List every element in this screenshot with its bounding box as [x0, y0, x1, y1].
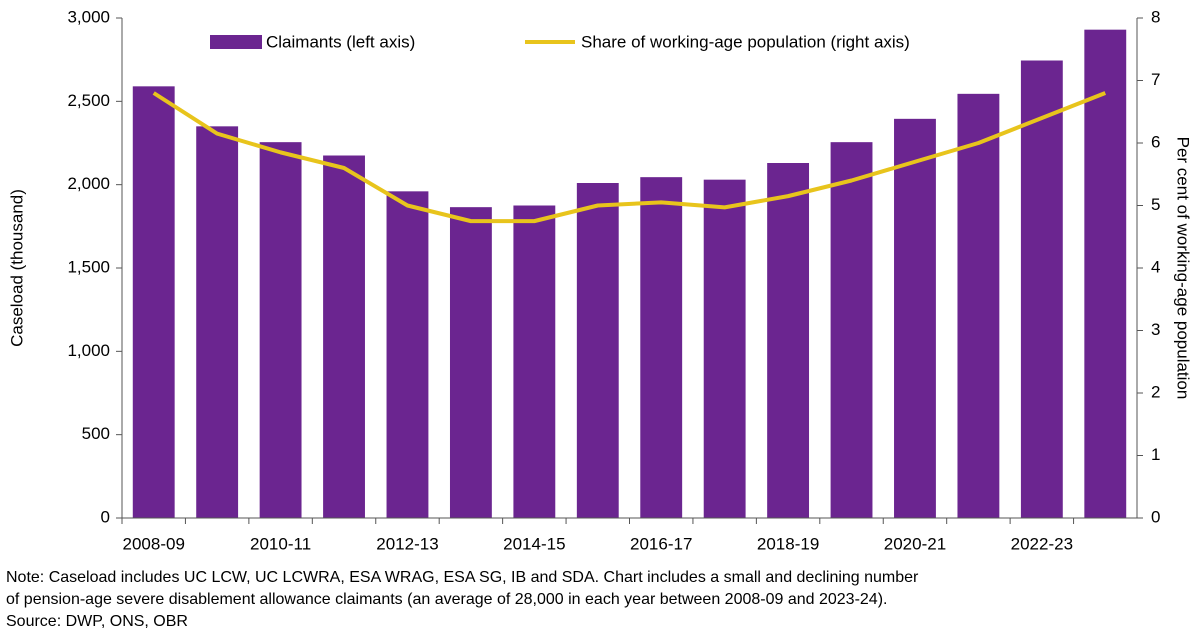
y2-tick-label: 5 — [1151, 195, 1160, 214]
legend-label: Share of working-age population (right a… — [581, 32, 910, 51]
y2-tick-label: 3 — [1151, 320, 1160, 339]
bar — [957, 93, 1000, 518]
y2-tick-label: 6 — [1151, 132, 1160, 151]
y2-tick-label: 8 — [1151, 7, 1160, 26]
bar — [323, 155, 365, 518]
note: Source: DWP, ONS, OBR — [6, 613, 188, 630]
x-tick-label: 2008-09 — [123, 534, 185, 553]
y-tick-label: 2,000 — [67, 174, 110, 193]
bar — [1084, 29, 1127, 519]
bar — [640, 177, 683, 518]
y-axis-label: Caseload (thousand) — [7, 189, 26, 347]
note: of pension-age severe disablement allowa… — [6, 591, 887, 608]
y-tick-label: 0 — [101, 507, 110, 526]
x-tick-label: 2022-23 — [1011, 534, 1073, 553]
bar — [259, 142, 302, 518]
legend-swatch — [210, 35, 262, 49]
legend-label: Claimants (left axis) — [266, 32, 415, 51]
y2-tick-label: 2 — [1151, 382, 1160, 401]
y2-tick-label: 1 — [1151, 445, 1160, 464]
bar — [386, 191, 429, 519]
bar — [703, 179, 746, 518]
bar — [513, 205, 556, 518]
y-tick-label: 500 — [82, 424, 110, 443]
line — [152, 91, 1107, 224]
x-tick-label: 2010-11 — [250, 534, 311, 553]
x-tick-label: 2012-13 — [376, 534, 438, 553]
x-tick-label: 2018-19 — [757, 534, 819, 553]
y2-tick-label: 0 — [1151, 507, 1160, 526]
note: Note: Caseload includes UC LCW, UC LCWRA… — [6, 569, 919, 586]
y-tick-label: 1,000 — [67, 341, 110, 360]
x-tick-label: 2020-21 — [884, 534, 946, 553]
x-tick-label: 2016-17 — [630, 534, 692, 553]
bar — [767, 163, 810, 518]
bar — [196, 126, 239, 518]
x-tick-label: 2014-15 — [503, 534, 565, 553]
y-tick-label: 2,500 — [67, 91, 110, 110]
y-tick-label: 1,500 — [67, 257, 110, 276]
y2-tick-label: 7 — [1151, 70, 1160, 89]
bar — [132, 86, 175, 518]
bar — [576, 183, 619, 518]
bar — [449, 207, 492, 518]
y-tick-label: 3,000 — [67, 7, 110, 26]
bar — [830, 142, 873, 518]
y2-tick-label: 4 — [1151, 257, 1160, 276]
y2-axis-label: Per cent of working-age population — [1174, 137, 1193, 400]
bar — [1020, 60, 1063, 518]
bar — [894, 118, 936, 518]
